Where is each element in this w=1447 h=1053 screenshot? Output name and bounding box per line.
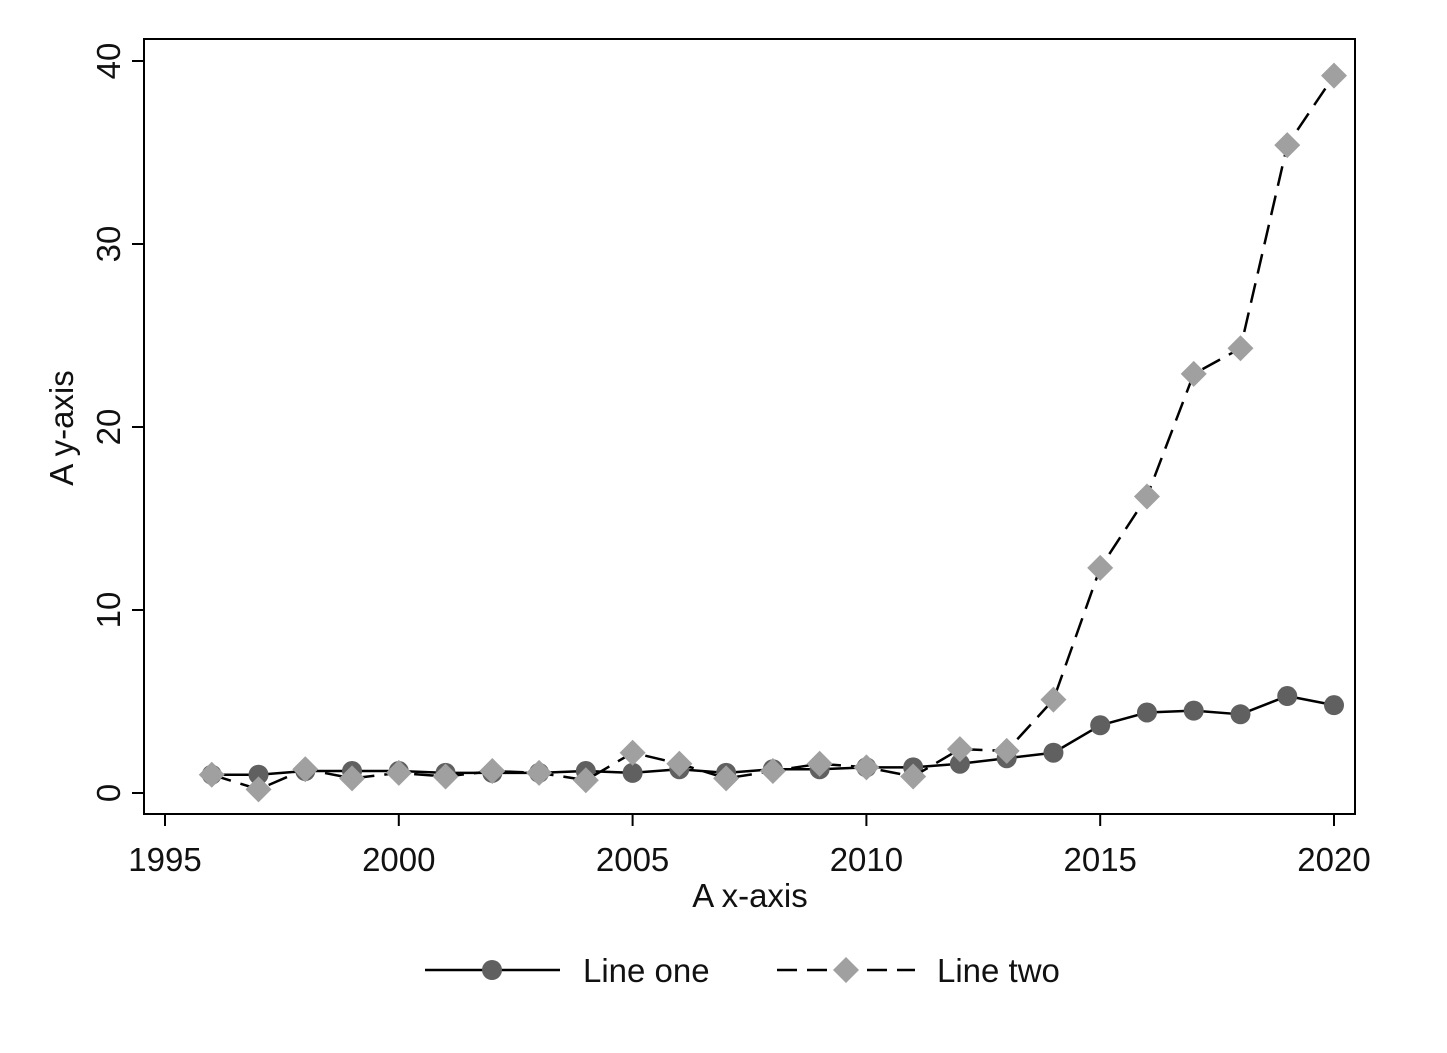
data-point <box>1043 742 1064 763</box>
y-tick-label: 10 <box>90 592 127 629</box>
data-point <box>245 776 272 803</box>
x-axis-title: A x-axis <box>692 877 808 914</box>
x-tick-label: 2020 <box>1297 841 1370 878</box>
data-point <box>900 763 927 790</box>
x-tick-label: 2005 <box>596 841 669 878</box>
data-point <box>292 756 319 783</box>
y-tick-label: 40 <box>90 43 127 80</box>
data-point <box>526 759 553 786</box>
y-axis-title: A y-axis <box>43 370 80 486</box>
y-tick-label: 20 <box>90 409 127 446</box>
data-point <box>339 765 366 792</box>
data-point <box>572 767 599 794</box>
x-tick-label: 2000 <box>362 841 435 878</box>
legend-marker <box>833 957 859 983</box>
data-point <box>1180 360 1207 387</box>
plot-frame <box>143 38 1356 815</box>
legend-marker <box>482 960 502 980</box>
data-point <box>1136 702 1157 723</box>
series-layer <box>198 62 1347 803</box>
data-point <box>1321 62 1347 89</box>
data-point <box>1087 554 1114 581</box>
data-point <box>1230 704 1251 725</box>
x-axis: 1995 2000 2005 2010 2015 2020 <box>128 814 1371 878</box>
x-tick-label: 1995 <box>128 841 201 878</box>
data-point <box>853 754 880 781</box>
data-point <box>619 739 646 766</box>
y-tick-label: 30 <box>90 226 127 263</box>
data-point <box>198 761 225 788</box>
x-tick-label: 2015 <box>1063 841 1136 878</box>
data-point <box>1324 695 1344 716</box>
data-point <box>1183 700 1204 721</box>
data-point <box>759 758 786 785</box>
data-point <box>248 764 269 785</box>
data-point <box>622 762 643 783</box>
legend-label: Line one <box>583 952 710 989</box>
data-point <box>949 753 970 774</box>
x-tick-label: 2010 <box>830 841 903 878</box>
data-point <box>1274 132 1301 159</box>
data-point <box>666 750 693 777</box>
legend-label: Line two <box>937 952 1060 989</box>
data-point <box>385 759 412 786</box>
data-point <box>1040 686 1067 713</box>
legend-item-2: Line two <box>777 952 1060 989</box>
data-point <box>1227 335 1254 362</box>
data-point <box>713 765 740 792</box>
data-point <box>806 750 833 777</box>
data-point <box>1133 483 1160 510</box>
y-tick-label: 0 <box>90 784 127 802</box>
legend-item-1: Line one <box>425 952 710 989</box>
y-axis: 0 10 20 30 40 <box>90 43 144 802</box>
series-2 <box>198 62 1347 803</box>
data-point <box>432 763 459 790</box>
data-point <box>946 736 973 763</box>
data-point <box>479 758 506 785</box>
data-point <box>1090 715 1111 736</box>
data-point <box>993 737 1020 764</box>
legend: Line one Line two <box>425 952 1060 989</box>
data-point <box>1277 686 1298 707</box>
